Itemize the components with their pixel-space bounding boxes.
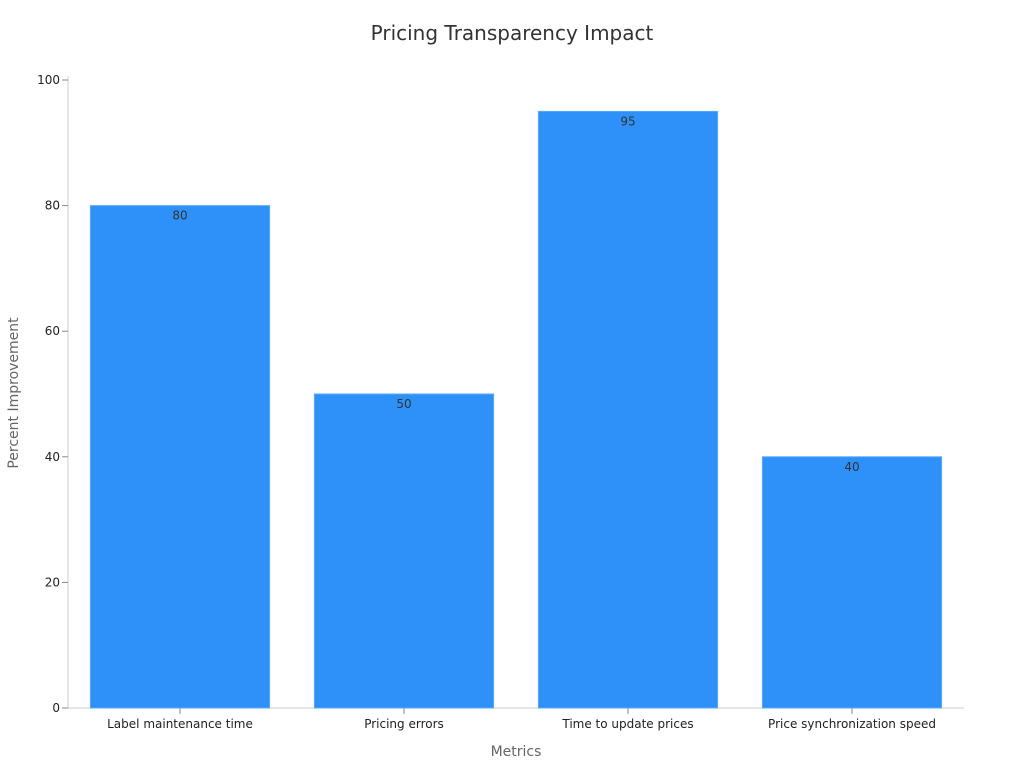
value-labels-group: 80 50 95 40	[172, 114, 859, 473]
chart-title: Pricing Transparency Impact	[371, 21, 654, 45]
bar-value-label: 40	[844, 460, 859, 474]
y-axis: 0 20 40 60 80 100	[37, 73, 69, 715]
x-tick-label: Label maintenance time	[107, 717, 253, 731]
y-tick-label: 40	[45, 450, 60, 464]
x-tick-label: Pricing errors	[364, 717, 444, 731]
bar	[537, 110, 719, 709]
bar-value-label: 80	[172, 209, 187, 223]
bar	[761, 456, 943, 709]
y-tick-label: 60	[45, 324, 60, 338]
x-tick-label: Time to update prices	[561, 717, 693, 731]
bars-group	[89, 110, 943, 709]
y-tick-label: 80	[45, 199, 60, 213]
x-axis-title: Metrics	[491, 744, 542, 760]
y-tick-label: 20	[45, 575, 60, 589]
y-axis-title: Percent Improvement	[6, 317, 22, 469]
y-tick-label: 0	[52, 701, 60, 715]
bar	[89, 205, 271, 709]
x-tick-label: Price synchronization speed	[768, 717, 936, 731]
x-axis: Label maintenance time Pricing errors Time…	[68, 707, 964, 731]
bar-value-label: 50	[396, 397, 411, 411]
y-tick-label: 100	[37, 73, 60, 87]
bar-value-label: 95	[620, 114, 635, 128]
bar	[313, 393, 495, 709]
